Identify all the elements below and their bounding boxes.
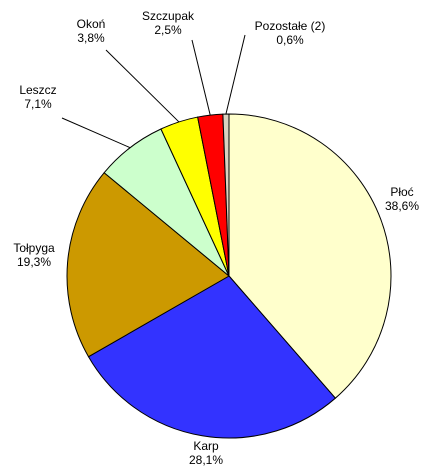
slice-label: Okoń bbox=[77, 17, 106, 31]
leader-line bbox=[105, 49, 180, 123]
leader-line bbox=[225, 34, 246, 115]
slice-value-label: 19,3% bbox=[17, 255, 51, 269]
slice-label: Pozostałe (2) bbox=[255, 19, 326, 33]
pie-slice bbox=[87, 275, 337, 439]
slice-value-label: 3,8% bbox=[77, 31, 105, 45]
slice-value-label: 28,1% bbox=[189, 453, 223, 467]
slice-label: Tołpyga bbox=[13, 241, 55, 255]
pie-slice bbox=[66, 172, 230, 358]
slice-value-label: 0,6% bbox=[276, 33, 304, 47]
slice-label: Karp bbox=[193, 439, 219, 453]
slice-label: Leszcz bbox=[19, 83, 56, 97]
slice-label: Płoć bbox=[390, 185, 413, 199]
slice-value-label: 2,5% bbox=[154, 23, 182, 37]
slice-label: Szczupak bbox=[142, 9, 195, 23]
slice-value-label: 7,1% bbox=[24, 97, 52, 111]
leader-line bbox=[191, 39, 211, 116]
slice-value-label: 38,6% bbox=[385, 199, 419, 213]
leader-line bbox=[61, 117, 131, 149]
pie-slice bbox=[228, 113, 392, 399]
